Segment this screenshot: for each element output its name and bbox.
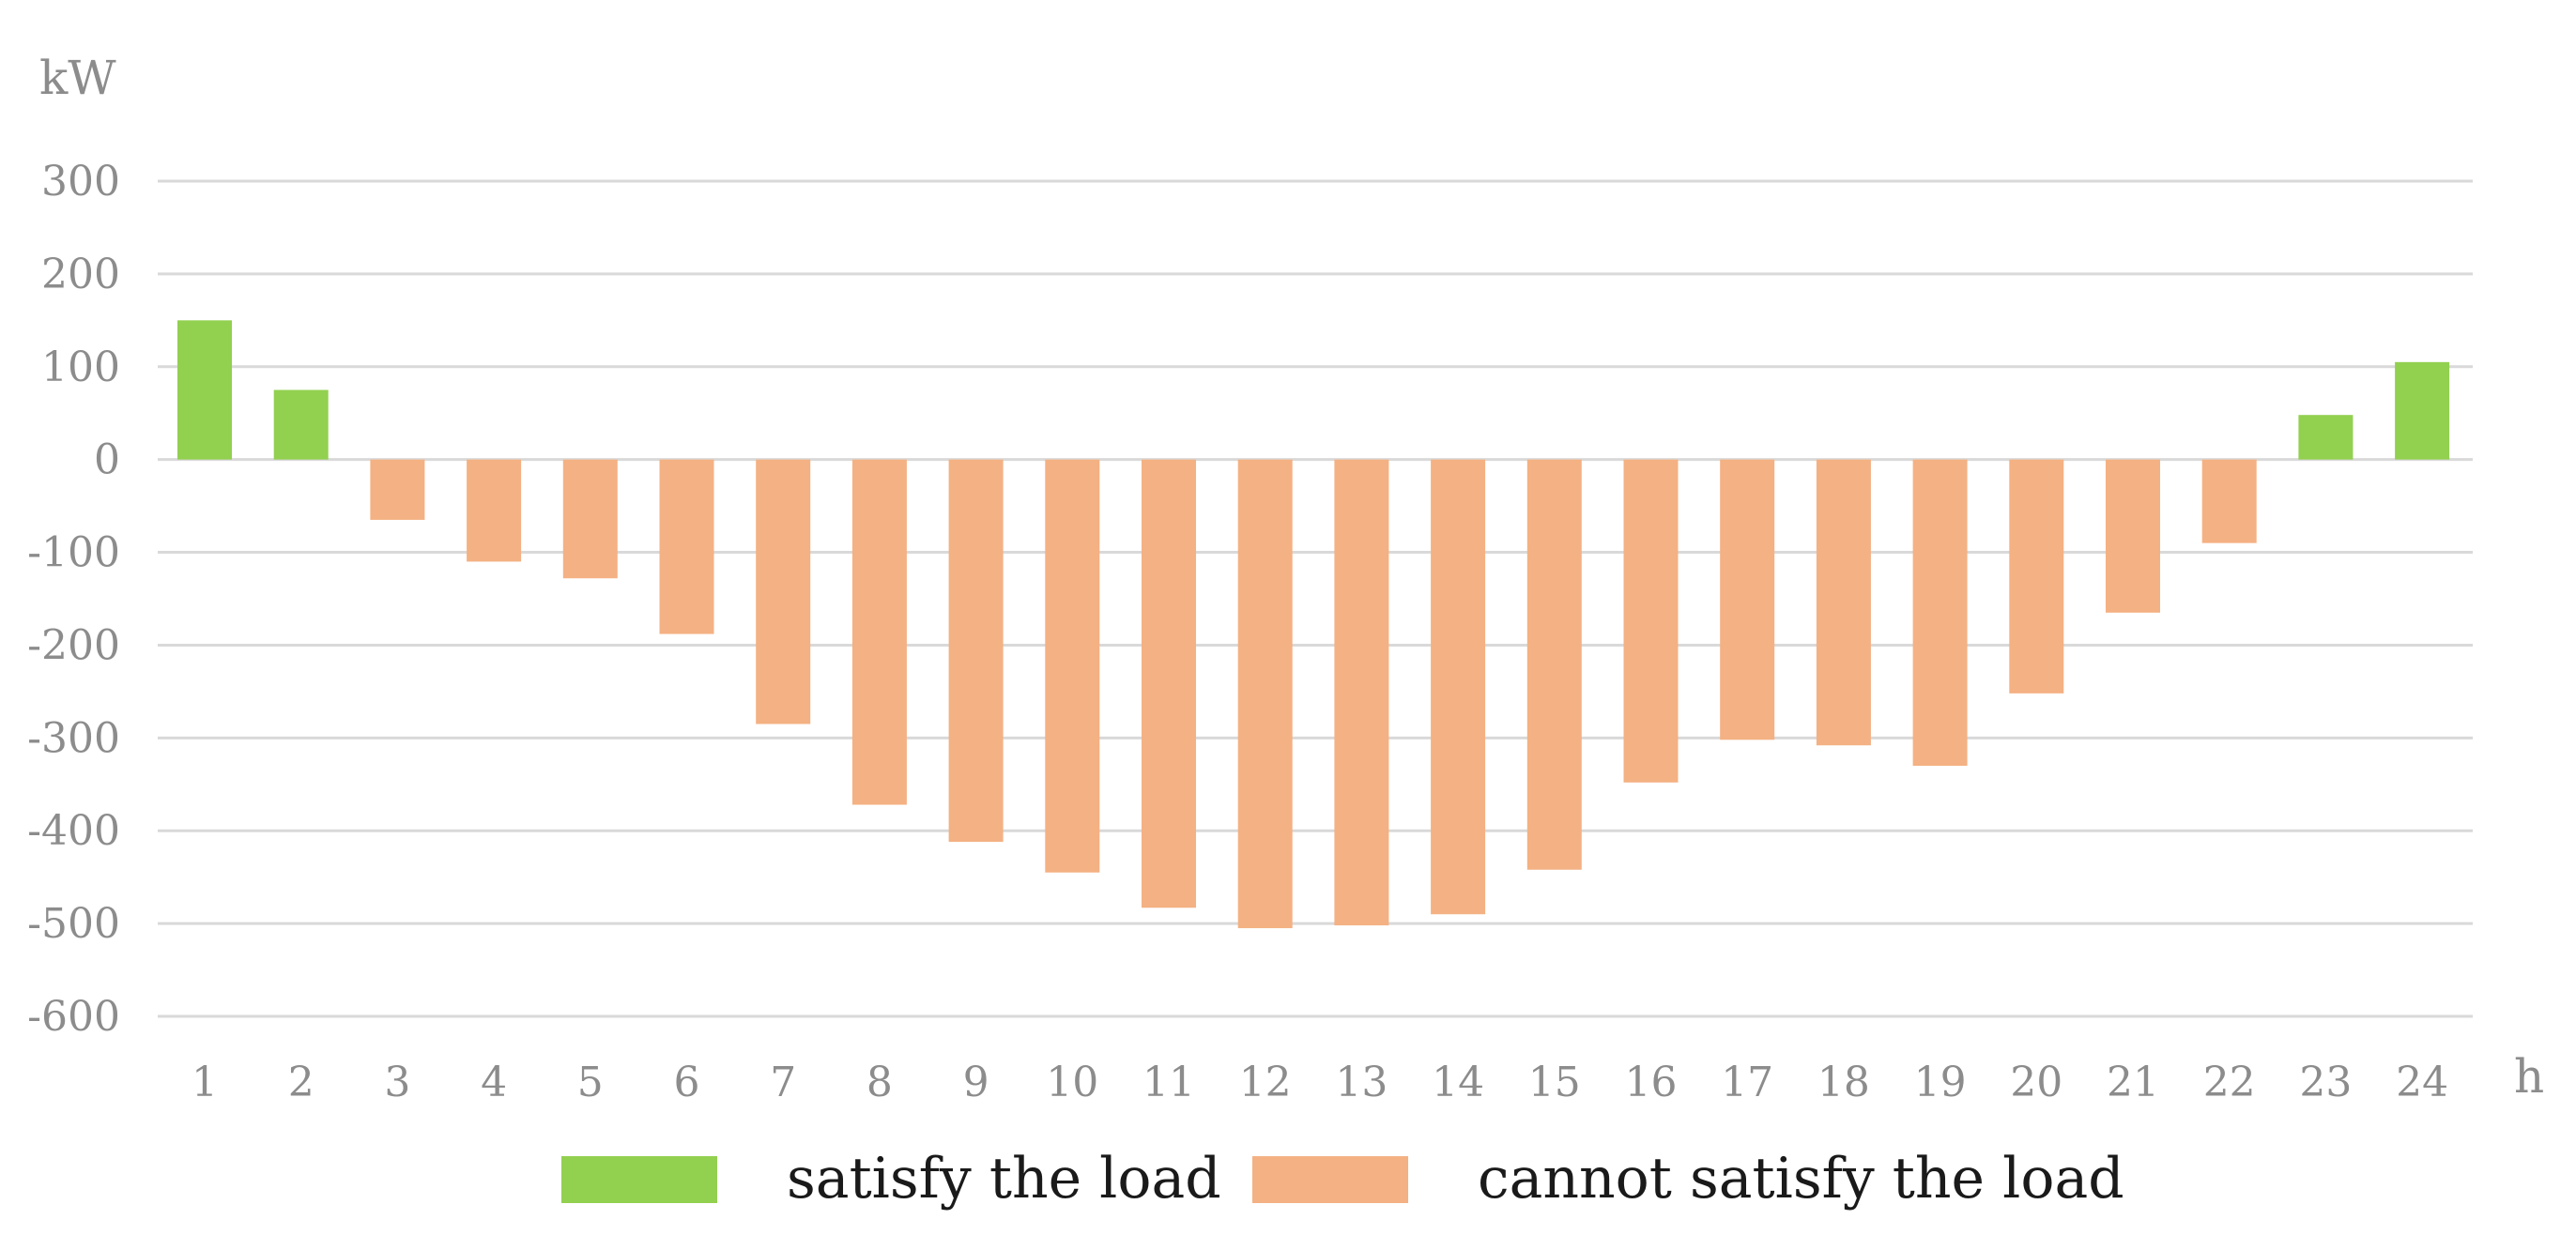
bar-hour-5 [562, 459, 618, 579]
x-tick-label: 5 [577, 1059, 604, 1106]
bar-hour-12 [1237, 459, 1293, 929]
x-tick-label: 8 [866, 1059, 893, 1106]
x-tick-label: 1 [192, 1059, 218, 1106]
y-axis-unit: kW [39, 51, 116, 105]
bar-hour-7 [756, 459, 811, 724]
bar-hour-17 [1720, 459, 1775, 740]
bars [177, 320, 2450, 929]
x-tick-label: 4 [481, 1059, 507, 1106]
bar-hour-22 [2201, 459, 2257, 543]
y-tick-label: -300 [27, 714, 120, 762]
bar-hour-2 [273, 389, 329, 460]
y-tick-label: -200 [27, 621, 120, 669]
x-tick-label: 13 [1335, 1059, 1388, 1106]
x-tick-label: 17 [1721, 1059, 1773, 1106]
x-tick-label: 12 [1239, 1059, 1292, 1106]
bar-hour-3 [370, 459, 425, 520]
bar-hour-20 [2009, 459, 2064, 694]
x-tick-label: 24 [2396, 1059, 2448, 1106]
bar-hour-6 [659, 459, 714, 634]
bar-hour-11 [1142, 459, 1196, 908]
bar-hour-13 [1334, 459, 1389, 926]
legend-swatch-cannot-satisfy [1252, 1156, 1408, 1203]
y-tick-label: 300 [41, 158, 120, 206]
bar-hour-15 [1526, 459, 1582, 870]
x-tick-label: 15 [1528, 1059, 1581, 1106]
legend-label-satisfy: satisfy the load [787, 1146, 1221, 1212]
legend-label-cannot-satisfy: cannot satisfy the load [1478, 1146, 2124, 1212]
y-tick-label: -100 [27, 529, 120, 577]
x-tick-label: 9 [963, 1059, 989, 1106]
y-tick-label: 200 [41, 251, 120, 298]
y-tick-label: -600 [27, 993, 120, 1041]
gridlines [158, 179, 2473, 1018]
legend: satisfy the load cannot satisfy the load [561, 1146, 2124, 1212]
x-tick-label: 2 [288, 1059, 314, 1106]
bar-hour-8 [851, 459, 907, 805]
x-tick-label: 22 [2203, 1059, 2256, 1106]
bar-hour-1 [177, 320, 232, 460]
x-tick-label: 23 [2299, 1059, 2352, 1106]
x-tick-label: 10 [1046, 1059, 1098, 1106]
x-tick-label: 16 [1625, 1059, 1678, 1106]
bar-hour-14 [1431, 459, 1486, 915]
x-tick-label: 20 [2010, 1059, 2062, 1106]
bar-hour-19 [1912, 459, 1968, 766]
bar-hour-21 [2106, 459, 2160, 613]
y-tick-label: -400 [27, 807, 120, 855]
bar-hour-9 [948, 459, 1004, 843]
bar-hour-16 [1623, 459, 1679, 783]
x-tick-label: 18 [1817, 1059, 1870, 1106]
x-tick-label: 7 [770, 1059, 796, 1106]
bar-hour-10 [1045, 459, 1100, 873]
x-tick-label: 6 [674, 1059, 700, 1106]
legend-swatch-satisfy [561, 1156, 717, 1203]
bar-hour-23 [2298, 415, 2354, 460]
x-tick-label: 11 [1142, 1059, 1195, 1106]
x-tick-label: 21 [2107, 1059, 2159, 1106]
y-axis-ticks: 300 200 100 0 -100 -200 -300 -400 -500 -600 [27, 158, 120, 1041]
x-tick-label: 3 [384, 1059, 410, 1106]
x-tick-label: 19 [1914, 1059, 1967, 1106]
x-axis-ticks: 1 2 3 4 5 6 7 8 9 10 11 12 13 14 15 16 17 18 19 20 21 22 23 24 [192, 1059, 2448, 1106]
bar-hour-24 [2395, 361, 2450, 460]
y-tick-label: 100 [41, 343, 120, 391]
bar-hour-4 [467, 459, 522, 562]
x-tick-label: 14 [1432, 1059, 1484, 1106]
y-tick-label: -500 [27, 900, 120, 948]
x-axis-unit: h [2514, 1049, 2544, 1104]
y-tick-label: 0 [94, 436, 120, 484]
bar-hour-18 [1816, 459, 1871, 746]
